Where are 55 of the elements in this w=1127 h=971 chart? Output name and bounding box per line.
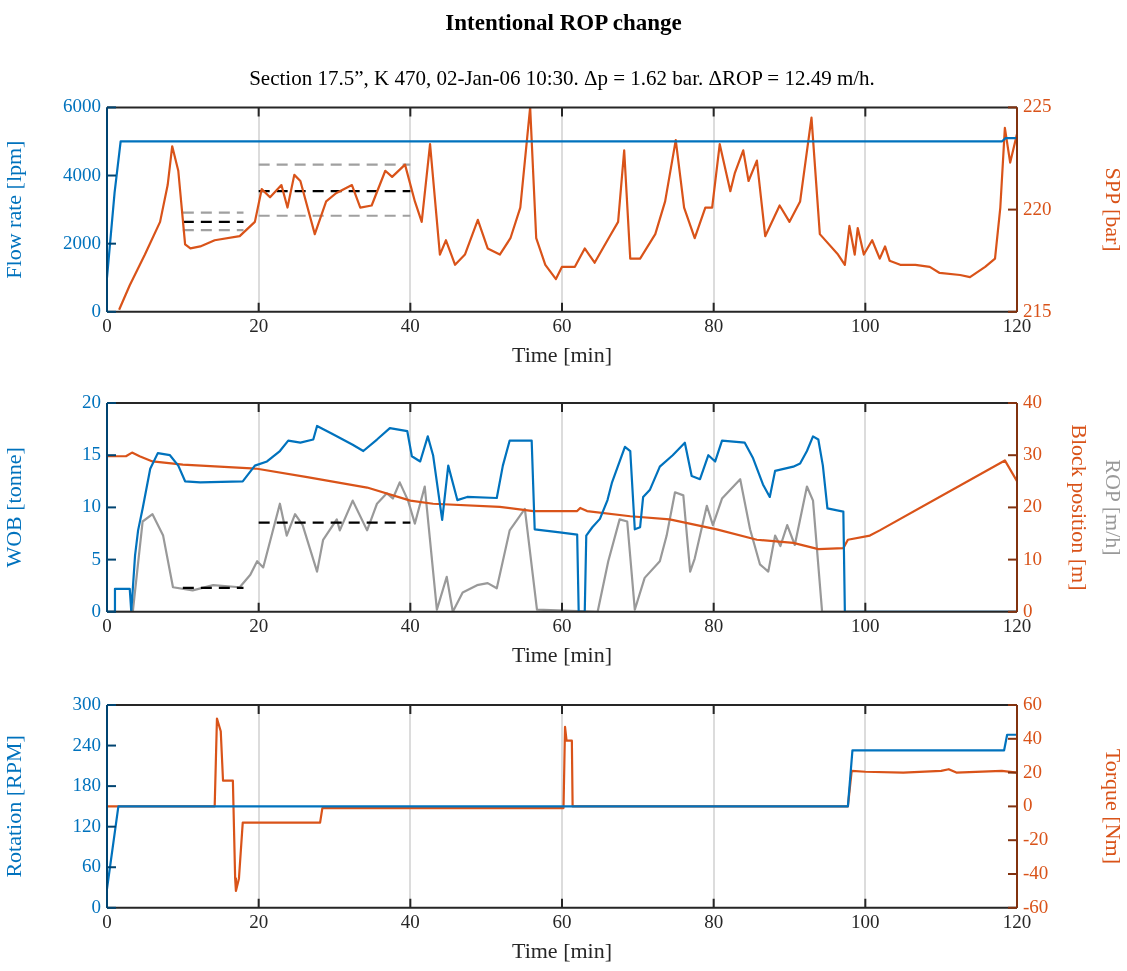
y2-tick-label: 40 <box>1023 390 1042 412</box>
y2-tick-label: 0 <box>1023 794 1033 816</box>
y2-axis-title: Torque [Nm] <box>1101 748 1127 864</box>
y2-axis-title: SPP [bar] <box>1101 167 1127 252</box>
y-tick-label: 0 <box>91 895 101 917</box>
y2-tick-label: 30 <box>1023 443 1042 465</box>
x-tick-label: 40 <box>400 911 420 933</box>
x-tick-label: 40 <box>400 315 420 337</box>
x-tick-label: 120 <box>1002 911 1032 933</box>
x-tick-label: 20 <box>249 911 269 933</box>
y2-tick-label: 20 <box>1023 760 1042 782</box>
x-tick-label: 100 <box>851 315 880 337</box>
x-tick-label: 80 <box>704 911 724 933</box>
x-tick-label: 80 <box>704 315 724 337</box>
chart-title: Intentional ROP change <box>444 10 683 36</box>
y2-tick-label: -20 <box>1023 828 1049 850</box>
y-axis-title: WOB [tonne] <box>0 447 26 568</box>
y2-tick-label: 60 <box>1023 692 1042 714</box>
y-tick-label: 0 <box>91 299 101 321</box>
y-tick-label: 15 <box>82 443 101 465</box>
y-tick-label: 240 <box>72 733 101 755</box>
y-tick-label: 180 <box>72 774 101 796</box>
x-axis-title: Time [min] <box>511 937 613 963</box>
x-tick-label: 60 <box>552 315 572 337</box>
x-tick-label: 100 <box>851 615 880 637</box>
x-tick-label: 100 <box>851 911 880 933</box>
x-tick-label: 20 <box>249 615 269 637</box>
y-axis-title: Rotation [RPM] <box>0 735 26 878</box>
y-tick-label: 5 <box>91 547 101 569</box>
y-tick-label: 2000 <box>63 231 101 253</box>
y-tick-label: 60 <box>82 855 101 877</box>
x-tick-label: 60 <box>552 615 572 637</box>
y2-tick-label: 220 <box>1023 197 1052 219</box>
y2-tick-label: -40 <box>1023 861 1049 883</box>
y-tick-label: 20 <box>82 390 101 412</box>
x-tick-label: 60 <box>552 911 572 933</box>
y-axis-title: Flow rate [lpm] <box>0 140 26 279</box>
y-tick-label: 300 <box>72 692 101 714</box>
y-tick-label: 120 <box>72 814 101 836</box>
y-tick-label: 6000 <box>63 95 101 117</box>
x-tick-label: 20 <box>249 315 269 337</box>
y2-tick-label: 10 <box>1023 547 1042 569</box>
x-tick-label: 80 <box>704 615 724 637</box>
y-tick-label: 0 <box>91 599 101 621</box>
y2-tick-label: 40 <box>1023 726 1042 748</box>
x-axis-title: Time [min] <box>511 341 613 367</box>
y-tick-label: 4000 <box>63 163 101 185</box>
y-tick-label: 10 <box>82 495 101 517</box>
x-axis-title: Time [min] <box>511 641 613 667</box>
x-tick-label: 40 <box>400 615 420 637</box>
y2-tick-label: 20 <box>1023 495 1042 517</box>
chart-subtitle: Section 17.5”, K 470, 02-Jan-06 10:30. Δp = 1.62 bar. ΔROP = 12.49 m/h. <box>248 66 876 91</box>
y2-axis-title: Block position [m] <box>1067 424 1093 591</box>
y2-tick-label: 225 <box>1023 95 1052 117</box>
y3-axis-title: ROP [m/h] <box>1101 459 1127 556</box>
